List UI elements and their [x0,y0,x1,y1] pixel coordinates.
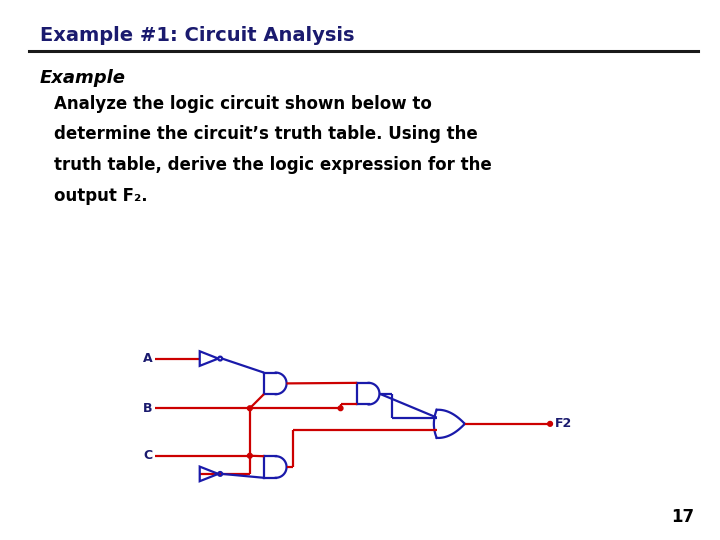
Circle shape [248,454,252,458]
Text: B: B [143,402,153,415]
Text: Example #1: Circuit Analysis: Example #1: Circuit Analysis [40,25,354,45]
Text: Analyze the logic circuit shown below to: Analyze the logic circuit shown below to [54,94,432,113]
Text: Example: Example [40,69,125,87]
Text: F2: F2 [554,417,572,430]
Text: 17: 17 [672,509,695,526]
Text: determine the circuit’s truth table. Using the: determine the circuit’s truth table. Usi… [54,125,478,144]
Circle shape [548,422,552,426]
Text: truth table, derive the logic expression for the: truth table, derive the logic expression… [54,156,492,174]
Text: A: A [143,352,153,365]
Text: C: C [143,449,153,462]
Text: output F₂.: output F₂. [54,187,148,205]
Circle shape [248,406,252,410]
Circle shape [338,406,343,410]
